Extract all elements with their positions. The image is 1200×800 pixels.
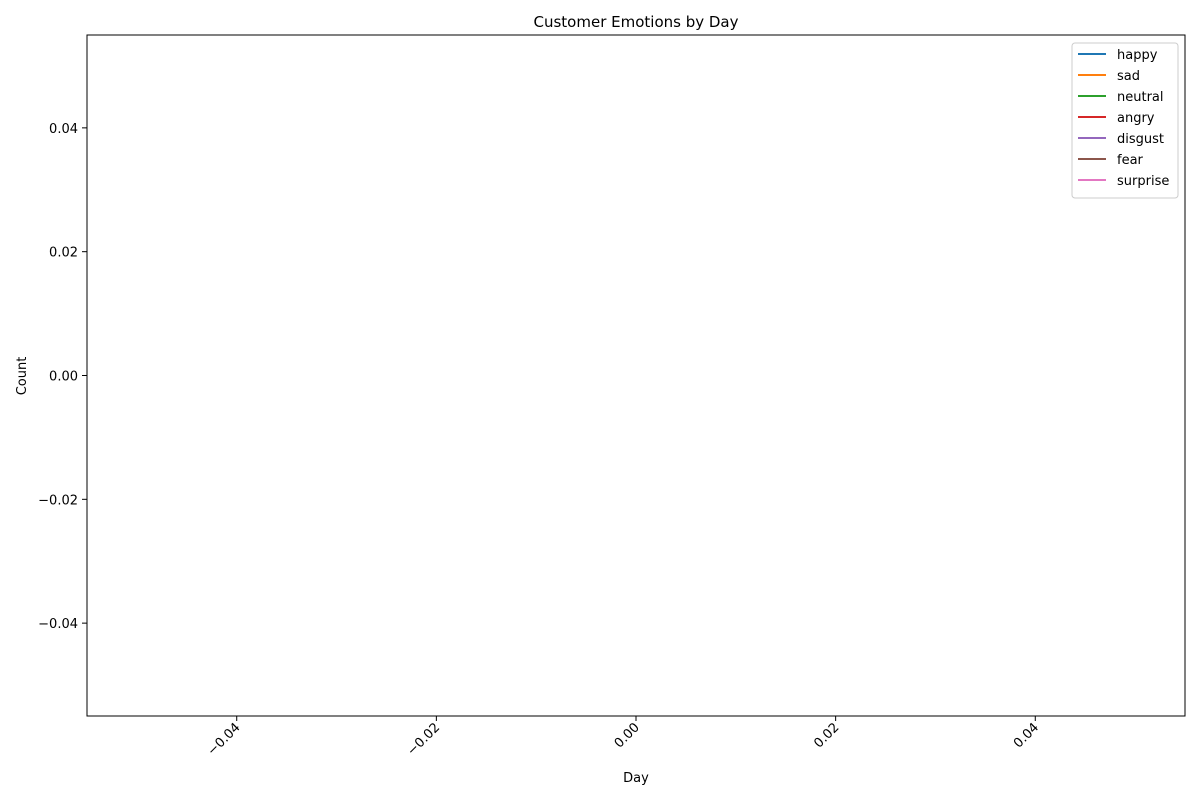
legend-label-sad: sad [1117,69,1140,84]
y-tick-label: 0.00 [49,370,78,385]
legend-label-angry: angry [1117,111,1155,126]
axes-frame [86,34,1186,717]
legend-label-surprise: surprise [1117,174,1169,189]
y-tick-label: 0.02 [49,246,78,261]
y-tick-label: 0.04 [49,122,78,137]
y-tick-label: −0.04 [38,617,78,632]
legend-label-fear: fear [1117,153,1144,168]
chart-title: Customer Emotions by Day [534,13,739,31]
x-axis-label: Day [623,771,649,786]
y-tick-label: −0.02 [38,493,78,508]
legend-label-neutral: neutral [1117,90,1164,105]
legend-label-disgust: disgust [1117,132,1164,147]
legend-label-happy: happy [1117,48,1158,63]
y-axis-label: Count [15,357,30,396]
legend: happy sad neutral angry disgust fear surprise [1071,42,1179,199]
